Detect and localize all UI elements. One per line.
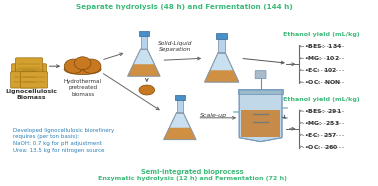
Ellipse shape (64, 64, 101, 75)
Ellipse shape (74, 57, 91, 70)
Bar (175, 95, 185, 100)
Text: $\bullet$OC:  260: $\bullet$OC: 260 (304, 143, 339, 151)
Text: Ethanol yield (mL/kg): Ethanol yield (mL/kg) (283, 97, 359, 102)
Bar (141, 33, 147, 49)
FancyBboxPatch shape (255, 71, 266, 79)
FancyBboxPatch shape (20, 72, 48, 88)
Text: Scale-up: Scale-up (200, 113, 228, 118)
FancyBboxPatch shape (11, 72, 38, 88)
Bar (177, 97, 183, 113)
Ellipse shape (82, 59, 101, 73)
Text: Separate hydrolysis (48 h) and Fermentation (144 h): Separate hydrolysis (48 h) and Fermentat… (76, 4, 293, 10)
Bar (218, 36, 225, 52)
Text: $\bullet$BES:  134: $\bullet$BES: 134 (304, 42, 343, 50)
Polygon shape (239, 90, 282, 142)
Polygon shape (241, 110, 280, 137)
Text: Solid-Liquid
Separation: Solid-Liquid Separation (158, 41, 192, 52)
Polygon shape (164, 128, 196, 140)
Polygon shape (164, 113, 196, 140)
Ellipse shape (64, 59, 84, 73)
Text: Lignocellulosic
Biomass: Lignocellulosic Biomass (5, 89, 57, 100)
Polygon shape (128, 49, 160, 76)
FancyBboxPatch shape (19, 64, 46, 80)
Text: Developed lignocellulosic biorefinery
requires (per ton basis):
NaOH: 0.7 kg for: Developed lignocellulosic biorefinery re… (12, 128, 114, 153)
FancyBboxPatch shape (12, 64, 39, 80)
Bar (238, 89, 283, 94)
Text: Hydrothermal
pretreated
biomass: Hydrothermal pretreated biomass (64, 79, 102, 97)
Text: $\bullet$BES:  291: $\bullet$BES: 291 (304, 107, 342, 115)
FancyBboxPatch shape (15, 58, 43, 74)
Polygon shape (128, 64, 160, 76)
Text: $\bullet$OC:  NON: $\bullet$OC: NON (304, 78, 341, 86)
Text: Enzymatic hydrolysis (12 h) and Fermentation (72 h): Enzymatic hydrolysis (12 h) and Fermenta… (98, 176, 287, 181)
Polygon shape (204, 52, 239, 82)
Text: $\bullet$MG:  102: $\bullet$MG: 102 (304, 54, 340, 62)
Ellipse shape (139, 85, 155, 95)
Text: $\bullet$EC:  257: $\bullet$EC: 257 (304, 131, 338, 139)
Polygon shape (204, 70, 239, 82)
Bar (217, 33, 227, 39)
Text: $\bullet$MG:  253: $\bullet$MG: 253 (304, 119, 340, 127)
Text: Semi-integrated bioprocess: Semi-integrated bioprocess (141, 169, 244, 175)
Bar (139, 31, 149, 36)
Text: Ethanol yield (mL/kg): Ethanol yield (mL/kg) (283, 32, 359, 37)
Text: $\bullet$EC:  102: $\bullet$EC: 102 (304, 66, 338, 74)
